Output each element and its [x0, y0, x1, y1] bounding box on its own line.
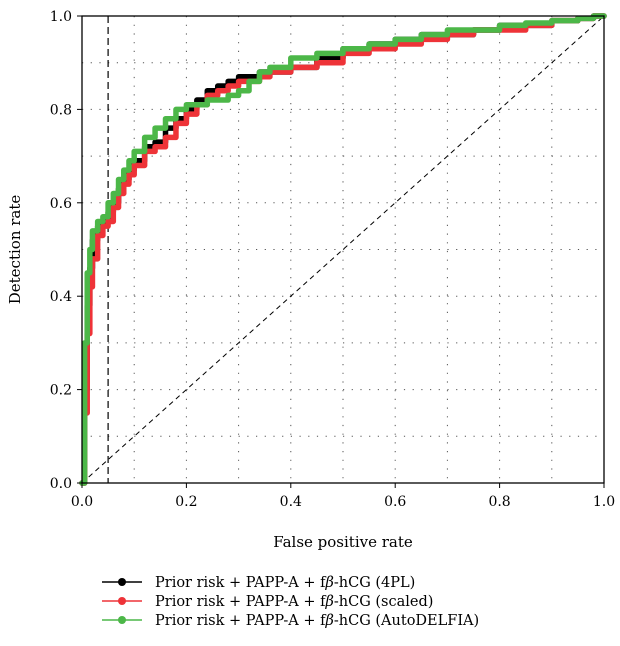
- y-tick-label: 1.0: [50, 9, 72, 25]
- x-axis-title: False positive rate: [273, 533, 413, 551]
- x-tick-label: 0.8: [488, 494, 510, 510]
- x-tick-label: 0.0: [71, 494, 93, 510]
- x-tick-label: 1.0: [593, 494, 615, 510]
- series-lines: [79, 13, 607, 486]
- legend-label: Prior risk + PAPP-A + fβ-hCG (AutoDELFIA…: [155, 613, 479, 629]
- legend-label: Prior risk + PAPP-A + fβ-hCG (scaled): [155, 594, 433, 610]
- x-tick-label: 0.2: [175, 494, 197, 510]
- legend: Prior risk + PAPP-A + fβ-hCG (4PL) Prior …: [102, 575, 479, 629]
- legend-marker: [118, 616, 126, 624]
- axis-ticks: 0.0 0.2 0.4 0.6 0.8 1.0 0.0 0.2 0.4 0.6 0.8 1.0: [50, 9, 615, 510]
- reference-lines: [81, 15, 605, 484]
- legend-marker: [118, 597, 126, 605]
- x-tick-label: 0.4: [280, 494, 302, 510]
- y-tick-label: 0.6: [50, 196, 72, 212]
- series-line: [79, 13, 607, 486]
- y-tick-label: 0.0: [50, 476, 72, 492]
- legend-label: Prior risk + PAPP-A + fβ-hCG (4PL): [155, 575, 415, 591]
- y-tick-label: 0.4: [50, 289, 72, 305]
- y-tick-label: 0.8: [50, 102, 72, 118]
- y-tick-label: 0.2: [50, 383, 72, 399]
- x-tick-label: 0.6: [384, 494, 406, 510]
- plot-frame: [81, 15, 605, 484]
- y-axis-title: Detection rate: [6, 195, 24, 305]
- legend-marker: [118, 578, 126, 586]
